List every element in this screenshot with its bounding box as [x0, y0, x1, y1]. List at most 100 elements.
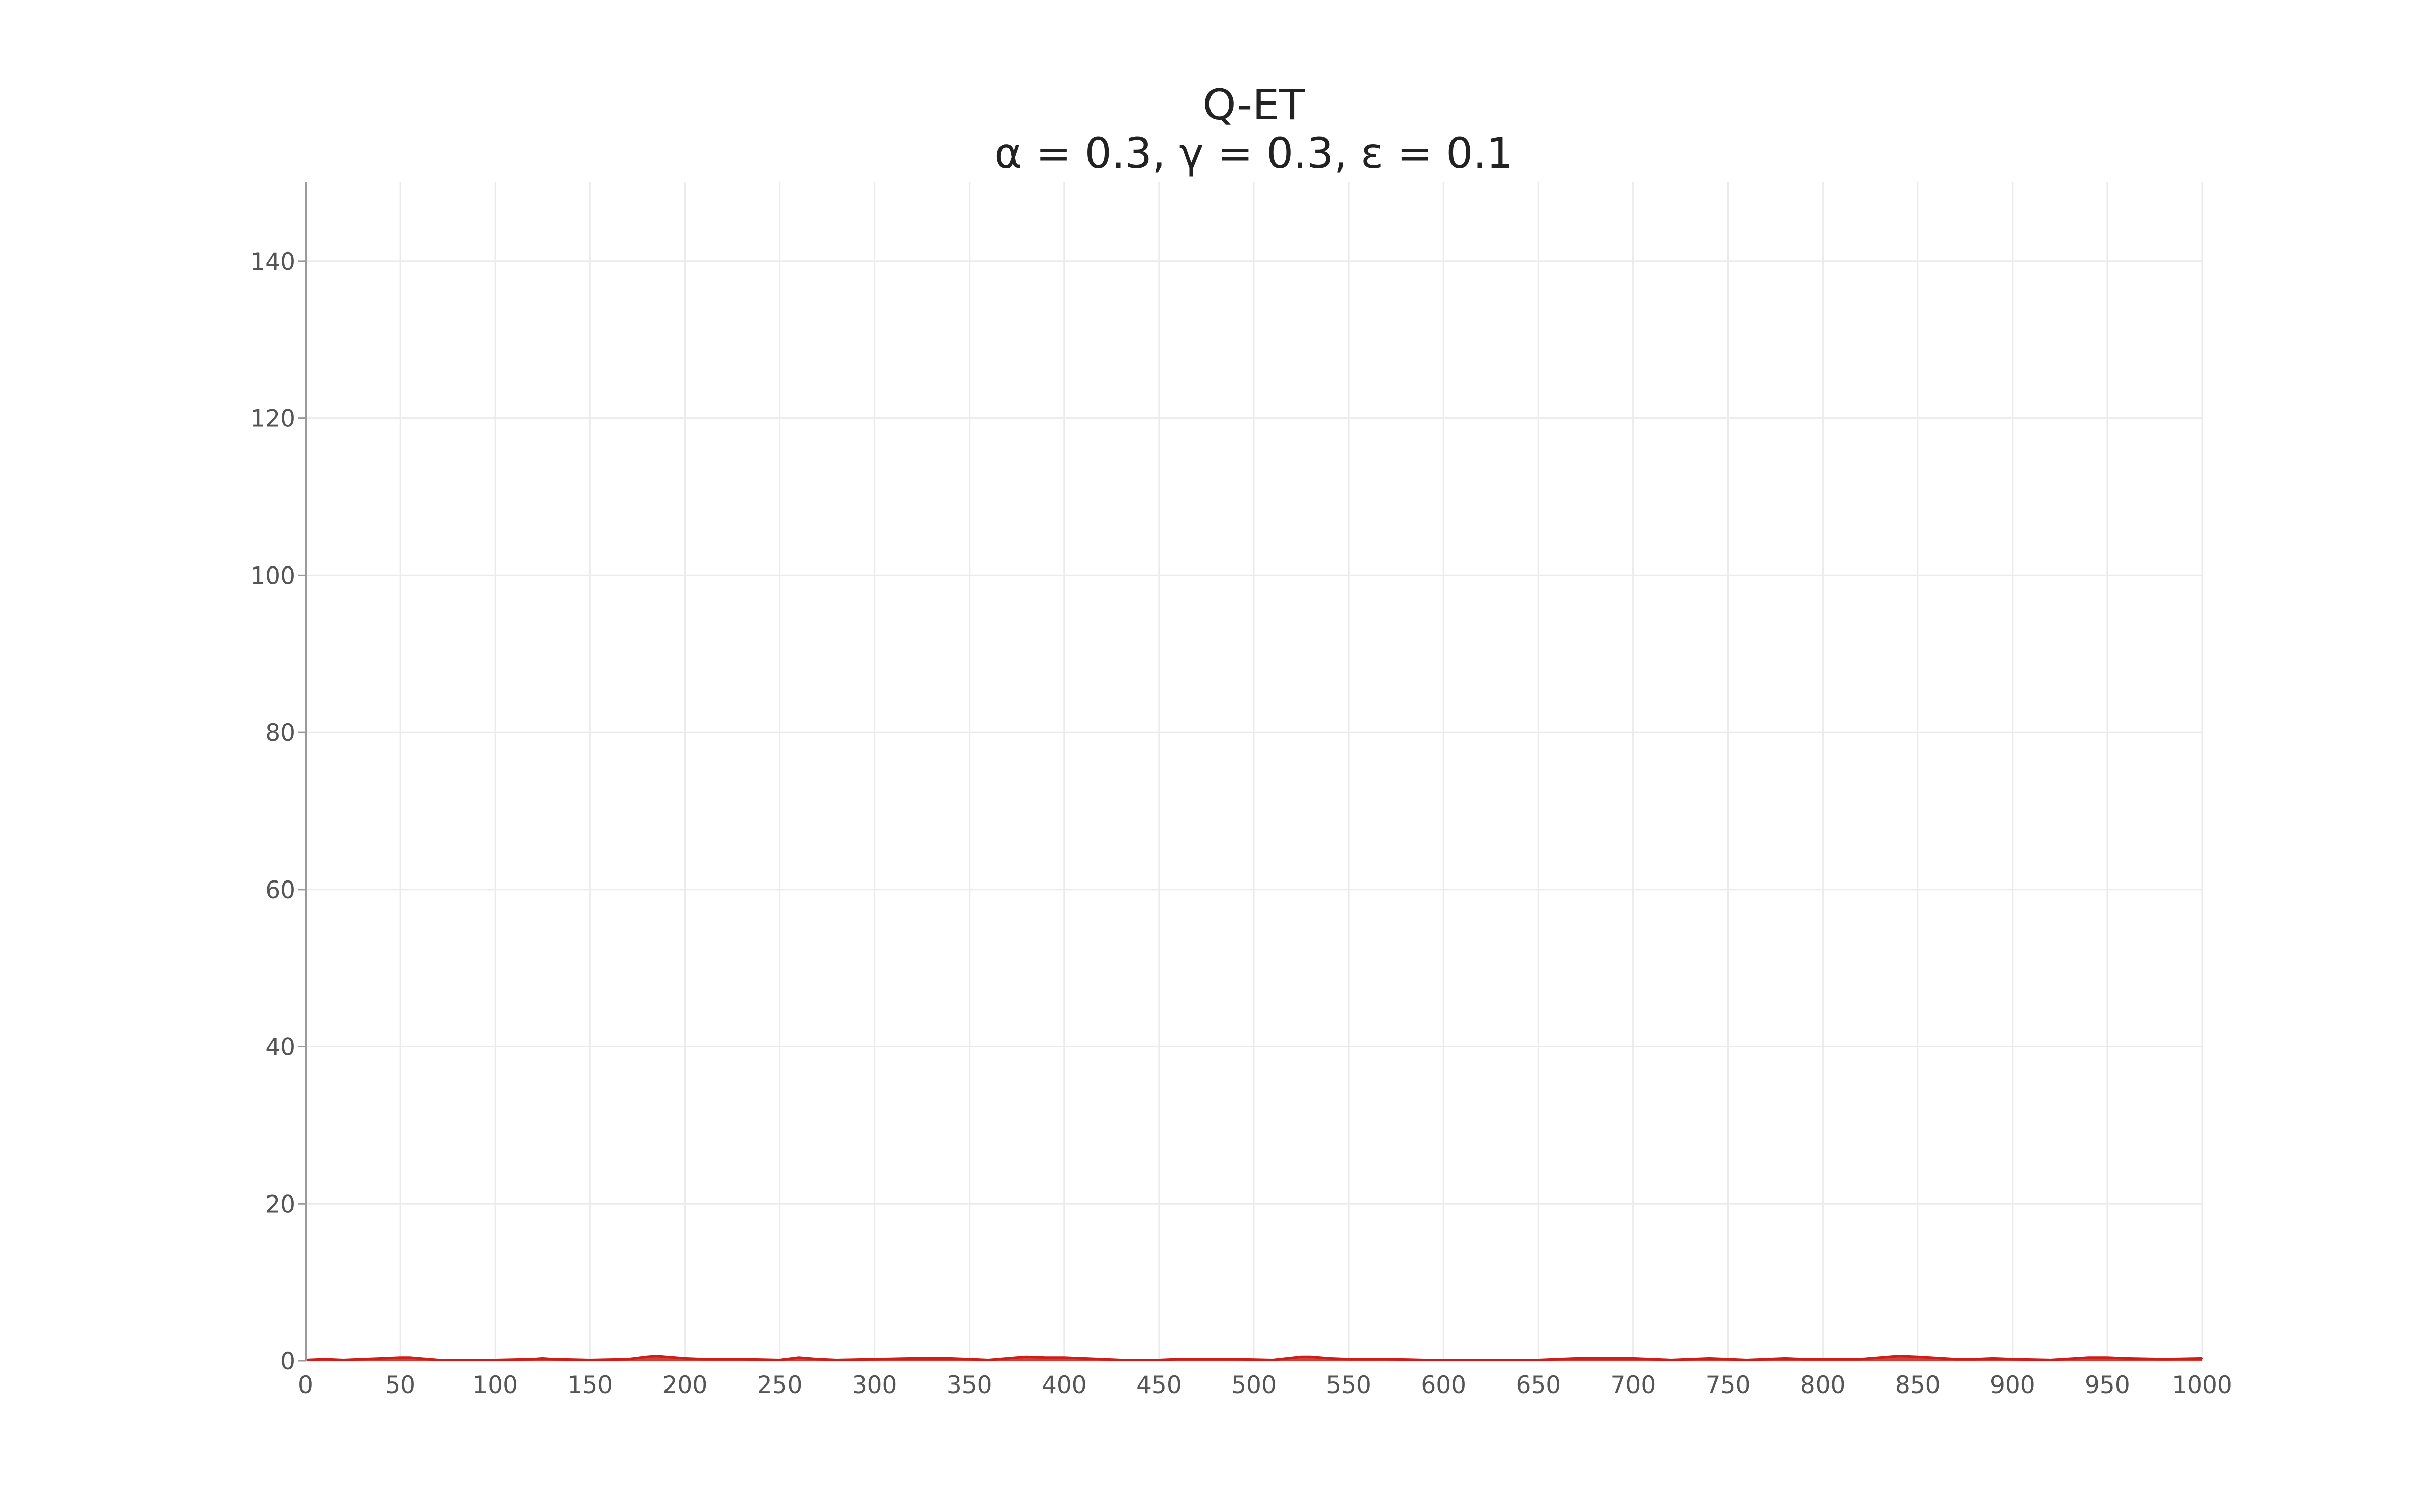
x-tick-label: 700	[1611, 1371, 1656, 1399]
data-point	[665, 1356, 667, 1358]
data-point	[835, 1359, 837, 1361]
x-tick-label: 200	[662, 1371, 708, 1399]
y-axis-ticks: 0 20 40 60 80 100 120 140	[250, 248, 306, 1375]
y-tick-label: 120	[250, 405, 295, 433]
x-tick-label: 0	[298, 1371, 313, 1399]
data-point	[817, 1358, 819, 1360]
x-tick-label: 400	[1042, 1371, 1087, 1399]
data-point	[1992, 1357, 1994, 1359]
data-point	[1424, 1359, 1426, 1361]
data-point	[1537, 1359, 1539, 1361]
data-point	[703, 1358, 705, 1360]
x-tick-label: 500	[1231, 1371, 1277, 1399]
data-point	[1348, 1358, 1350, 1360]
data-point	[1670, 1359, 1672, 1361]
data-point	[987, 1359, 989, 1361]
x-tick-label: 50	[385, 1371, 415, 1399]
y-tick-label: 60	[265, 876, 295, 904]
grid	[305, 182, 2203, 1362]
data-point	[1063, 1357, 1065, 1359]
data-point	[1499, 1359, 1501, 1361]
data-point	[684, 1357, 686, 1359]
y-tick-label: 40	[265, 1034, 295, 1061]
x-tick-label: 950	[2085, 1371, 2130, 1399]
data-point	[2126, 1357, 2128, 1359]
data-point	[532, 1358, 534, 1360]
x-tick-label: 550	[1326, 1371, 1371, 1399]
data-point	[741, 1358, 743, 1360]
data-point	[342, 1359, 344, 1361]
x-tick-label: 600	[1421, 1371, 1466, 1399]
data-point	[2106, 1357, 2108, 1359]
x-tick-label: 800	[1800, 1371, 1846, 1399]
data-point	[2087, 1357, 2089, 1359]
data-point	[1385, 1358, 1387, 1360]
data-point	[1917, 1356, 1919, 1358]
data-point	[1234, 1358, 1236, 1360]
x-tick-label: 750	[1706, 1371, 1751, 1399]
y-tick-label: 0	[280, 1348, 295, 1375]
data-point	[1310, 1356, 1312, 1358]
data-point	[1898, 1355, 1900, 1357]
x-tick-label: 250	[757, 1371, 803, 1399]
x-tick-label: 900	[1990, 1371, 2035, 1399]
data-point	[1082, 1357, 1084, 1359]
data-point	[456, 1359, 458, 1361]
data-point	[437, 1359, 439, 1361]
x-tick-label: 300	[852, 1371, 897, 1399]
data-point	[2012, 1358, 2014, 1360]
data-point	[418, 1357, 420, 1359]
data-point	[1784, 1357, 1786, 1359]
chart-title: Q-ET	[1202, 80, 1305, 130]
data-point	[1822, 1358, 1824, 1360]
data-point	[361, 1358, 364, 1360]
data-point	[1328, 1357, 1330, 1359]
data-point	[1860, 1358, 1862, 1360]
data-point	[551, 1358, 553, 1360]
data-point	[2163, 1358, 2165, 1360]
series-line	[305, 1355, 2203, 1361]
data-point	[541, 1357, 543, 1359]
data-point	[494, 1359, 496, 1361]
data-point	[1955, 1358, 1957, 1360]
data-point	[874, 1358, 876, 1360]
data-point	[627, 1358, 629, 1360]
y-tick-label: 100	[250, 562, 295, 590]
data-point	[779, 1359, 780, 1361]
x-tick-label: 100	[472, 1371, 518, 1399]
data-point	[409, 1357, 411, 1359]
data-point	[1044, 1357, 1046, 1359]
data-point	[399, 1357, 401, 1359]
x-tick-label: 150	[567, 1371, 613, 1399]
data-point	[1632, 1357, 1634, 1359]
series-layer	[305, 1355, 2203, 1361]
data-point	[912, 1357, 914, 1359]
x-tick-label: 350	[947, 1371, 992, 1399]
data-point	[2201, 1357, 2203, 1359]
data-point	[1196, 1358, 1198, 1360]
data-point	[930, 1357, 932, 1359]
data-point	[655, 1355, 657, 1357]
data-point	[1300, 1356, 1302, 1358]
data-point	[1974, 1358, 1976, 1360]
data-point	[646, 1356, 648, 1358]
data-point	[1879, 1357, 1881, 1359]
data-point	[1120, 1359, 1122, 1361]
data-point	[380, 1357, 382, 1359]
data-point	[1746, 1359, 1748, 1361]
data-point	[1272, 1359, 1274, 1361]
data-point	[1158, 1359, 1160, 1361]
data-point	[949, 1357, 951, 1359]
chart-subtitle: α = 0.3, γ = 0.3, ε = 0.1	[994, 129, 1513, 178]
data-point	[589, 1359, 591, 1361]
data-point	[324, 1358, 326, 1360]
data-point	[2049, 1359, 2051, 1361]
x-tick-label: 650	[1516, 1371, 1561, 1399]
data-point	[1708, 1357, 1710, 1359]
data-point	[798, 1357, 800, 1359]
x-tick-label: 850	[1895, 1371, 1941, 1399]
x-tick-label: 450	[1136, 1371, 1182, 1399]
data-point	[1803, 1358, 1805, 1360]
x-axis-ticks: 0 50 100 150 200 250 300 350 400 450 500 550 600 650 7…	[298, 1371, 2232, 1399]
